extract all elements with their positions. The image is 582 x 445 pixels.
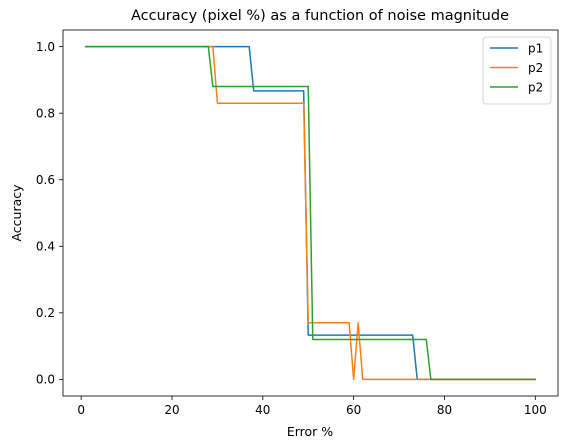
chart-title: Accuracy (pixel %) as a function of nois… — [131, 8, 509, 24]
y-axis: 0.0 0.2 0.4 0.6 0.8 1.0 — [36, 40, 63, 387]
x-tick-label: 0 — [77, 403, 85, 417]
y-tick-label: 0.6 — [36, 173, 55, 187]
x-tick-label: 100 — [524, 403, 547, 417]
y-tick-label: 0.4 — [36, 240, 55, 254]
series-layer — [84, 45, 537, 381]
plot-frame — [62, 29, 559, 397]
series-line-2 — [84, 45, 537, 381]
x-tick-label: 20 — [164, 403, 179, 417]
x-tick-label: 60 — [346, 403, 361, 417]
legend: p1 p2 p2 — [482, 36, 552, 105]
x-tick-label: 40 — [255, 403, 270, 417]
legend-label-1: p1 — [528, 41, 543, 55]
y-tick-label: 1.0 — [36, 40, 55, 54]
y-tick-label: 0.8 — [36, 106, 55, 120]
y-axis-label: Accuracy — [9, 184, 24, 242]
legend-label-2: p2 — [528, 61, 543, 75]
series-line-3 — [84, 45, 537, 381]
x-axis: 0 20 40 60 80 100 — [77, 396, 547, 417]
y-tick-label: 0.0 — [36, 373, 55, 387]
x-axis-label: Error % — [287, 424, 333, 439]
x-tick-label: 80 — [437, 403, 452, 417]
legend-label-3: p2 — [528, 80, 543, 94]
y-tick-label: 0.2 — [36, 306, 55, 320]
